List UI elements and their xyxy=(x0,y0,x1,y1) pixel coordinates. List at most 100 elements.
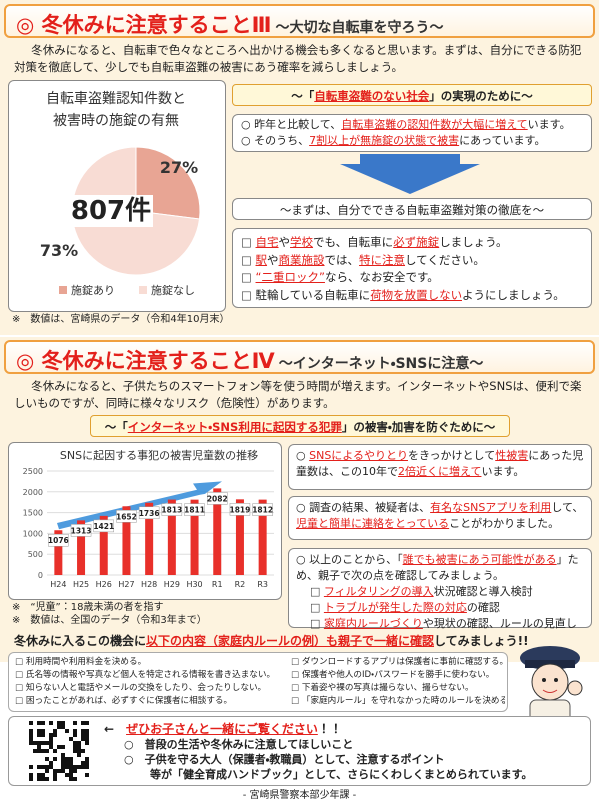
value-label-bg xyxy=(207,492,228,505)
qr-cell xyxy=(69,765,73,769)
qr-cell xyxy=(37,777,41,781)
emphasis: 自宅 xyxy=(255,235,279,249)
value-label-bg xyxy=(252,503,273,516)
emphasis: 児童と簡単に連絡をとっている xyxy=(296,517,450,530)
qr-cell xyxy=(69,757,73,761)
qr-cell xyxy=(49,741,53,745)
emphasis: “二重ロック” xyxy=(255,270,325,284)
chart-title: SNSに起因する事犯の被害児童数の推移 xyxy=(60,448,258,462)
qr-cell xyxy=(37,733,41,737)
x-tick-label: R1 xyxy=(212,580,223,589)
text: では、 xyxy=(324,252,360,267)
qr-cell xyxy=(85,737,89,741)
text: ！！ xyxy=(317,722,342,736)
text: や xyxy=(267,252,279,267)
qr-cell xyxy=(73,721,77,725)
text: してください。 xyxy=(405,252,485,267)
text: ○ xyxy=(296,449,310,462)
qr-cell xyxy=(49,745,53,749)
qr-cell xyxy=(85,761,89,765)
point: ○ SNSによるやりとりをきっかけとして性被害にあった児童数は、この10年で2倍… xyxy=(296,448,584,480)
emphasis: 7割以上が無施錠の状態で被害 xyxy=(309,134,460,147)
qr-cell xyxy=(65,761,69,765)
note: ※ 数値は、宮崎県のデータ（令和4年10月末） xyxy=(12,314,230,325)
qr-cell xyxy=(81,721,85,725)
banner: ～「自転車盗難のない社会」の実現のために～ xyxy=(232,84,592,106)
qr-cell xyxy=(53,749,57,753)
bar xyxy=(167,499,176,575)
emphasis: 性被害 xyxy=(495,449,529,462)
rule-item: ダウンロードするアプリは保護者に事前に確認する。 xyxy=(291,656,505,669)
value-label: 27% xyxy=(160,158,198,177)
footer-line: ○ 子供を守る大人（保護者・教職員）として、注意するポイント xyxy=(124,753,445,766)
emphasis: 特に注意 xyxy=(359,252,406,267)
qr-cell xyxy=(41,773,45,777)
x-tick-label: H24 xyxy=(50,580,66,589)
emphasis: 誰でも被害にあう可能性がある xyxy=(402,553,557,566)
qr-cell xyxy=(61,761,65,765)
qr-cell xyxy=(85,741,89,745)
qr-cell xyxy=(85,729,89,733)
chart-title: 自転車盗難認知件数と xyxy=(46,90,186,107)
rule-item: 氏名等の情報や写真など個人を特定される情報を書き込まない。 xyxy=(15,669,285,682)
rule-item: 知らない人と電話やメールの交換をしたり、会ったりしない。 xyxy=(15,682,285,695)
value-label: 1812 xyxy=(252,506,273,515)
text: ～「 xyxy=(291,89,315,103)
intro: 冬休みになると、子供たちのスマートフォン等を使う時間が増えます。インターネットや… xyxy=(14,379,582,410)
qr-cell xyxy=(45,741,49,745)
qr-cell xyxy=(45,777,49,781)
qr-code xyxy=(29,721,89,781)
legend-label: 施錠あり xyxy=(71,284,115,297)
qr-cell xyxy=(53,769,57,773)
footer-line: 等が「健全育成ハンドブック」として、さらにくわしくまとめられています。 xyxy=(150,768,533,781)
qr-cell xyxy=(41,741,45,745)
text: をきっかけとして xyxy=(407,449,496,462)
qr-cell xyxy=(77,749,81,753)
pie-panel: 自転車盗難認知件数と 被害時の施錠の有無 27% 73% 807件 施錠あり 施錠なし xyxy=(8,80,226,312)
emphasis: 学校 xyxy=(290,235,314,249)
value-label-bg xyxy=(161,503,183,516)
qr-cell xyxy=(85,773,89,777)
value-label: 1813 xyxy=(161,506,182,515)
bar xyxy=(77,520,86,575)
note: ※ “児童”：18歳未満の者を指す xyxy=(12,602,164,613)
value-label: 73% xyxy=(40,241,78,260)
y-tick-label: 500 xyxy=(28,550,43,559)
bar xyxy=(99,515,108,575)
emphasis: 自転車盗難のない社会 xyxy=(314,89,430,103)
qr-cell xyxy=(37,765,41,769)
arrow xyxy=(340,154,480,194)
qr-cell xyxy=(45,757,49,761)
qr-cell xyxy=(29,737,33,741)
value-label-bg xyxy=(70,524,92,537)
x-tick-label: R3 xyxy=(257,580,268,589)
value-label: 2082 xyxy=(207,494,228,503)
qr-cell xyxy=(41,721,45,725)
qr-cell xyxy=(53,777,57,781)
qr-cell xyxy=(49,721,53,725)
qr-cell xyxy=(73,745,77,749)
emphasis: 自転車盗難の認知件数が大幅に増えて xyxy=(341,118,528,131)
x-tick-label: H25 xyxy=(73,580,89,589)
x-tick-label: H27 xyxy=(118,580,134,589)
point: ○ 調査の結果、被疑者は、有名なSNSアプリを利用して、児童と簡単に連絡をとって… xyxy=(296,500,584,532)
qr-cell xyxy=(53,733,57,737)
point: ○ 以上のことから、「誰でも被害にあう可能性がある」ため、親子で次の点を確認して… xyxy=(296,552,584,584)
qr-cell xyxy=(73,741,77,745)
x-tick-label: H30 xyxy=(186,580,202,589)
title: ◎ 冬休みに注意することⅣ xyxy=(16,349,275,373)
qr-cell xyxy=(61,745,65,749)
y-tick-label: 0 xyxy=(38,571,43,580)
checklist: 自宅や学校でも、自転車に必ず施錠しましょう。 駅や商業施設では、特に注意してくだ… xyxy=(232,228,592,308)
emphasis: フィルタリングの導入 xyxy=(323,585,434,598)
fact: ○ 昨年と比較して、自転車盗難の認知件数が大幅に増えています。 xyxy=(241,117,583,133)
emphasis: 2倍近くに増えて xyxy=(398,465,482,478)
text: ～「 xyxy=(104,420,128,434)
qr-cell xyxy=(85,721,89,725)
bar-panel: SNSに起因する事犯の被害児童数の推移 0 500 1000 1500 2000 2500 1… xyxy=(8,442,282,600)
qr-cell xyxy=(85,757,89,761)
text: います。 xyxy=(481,465,525,478)
value-label: 1811 xyxy=(184,506,205,515)
text: 駐輪している自転車に xyxy=(255,287,371,302)
